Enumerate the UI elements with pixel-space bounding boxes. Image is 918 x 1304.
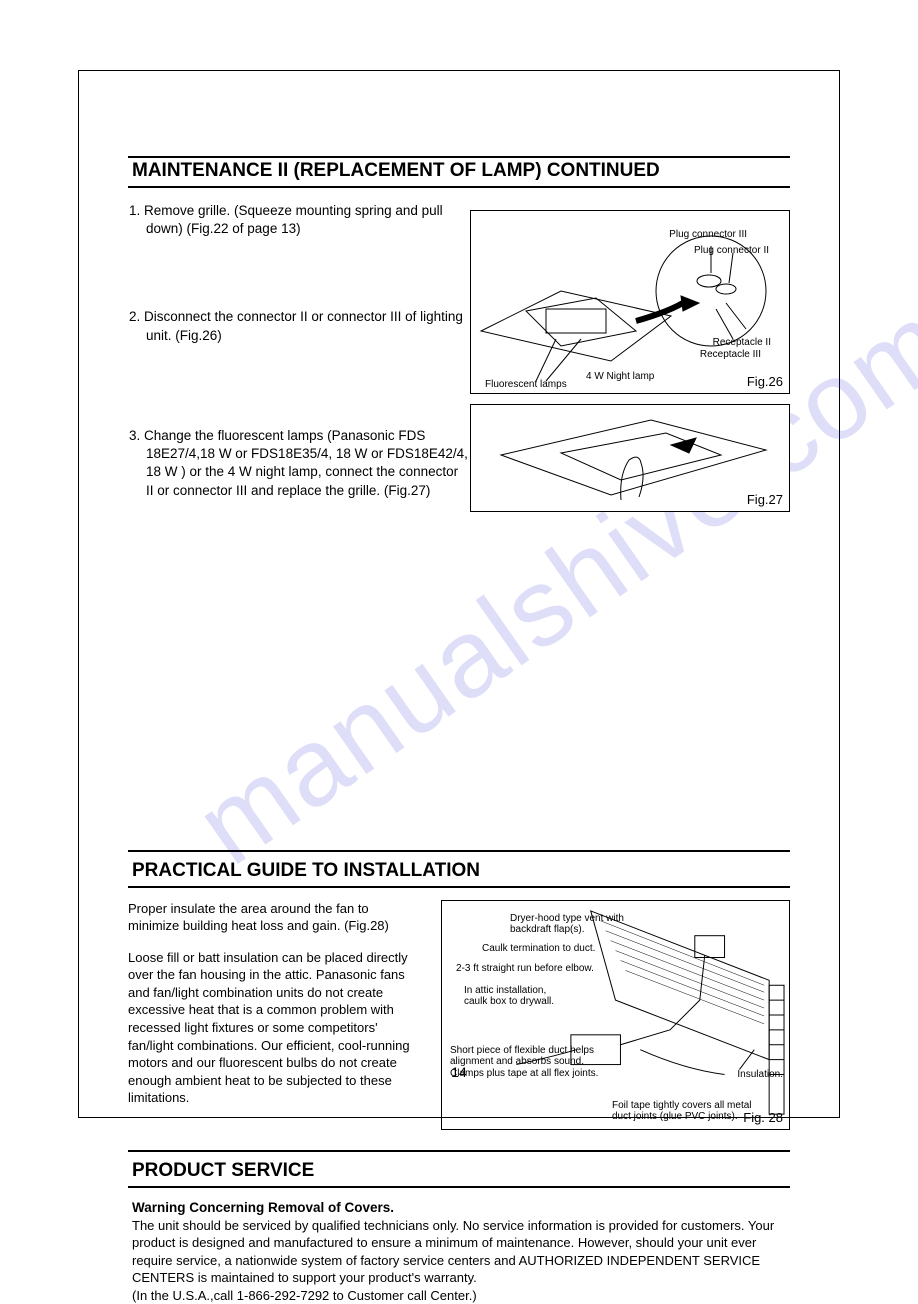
step-3: 3. Change the fluorescent lamps (Panason…	[128, 427, 468, 500]
guide-para-2: Loose fill or batt insulation can be pla…	[128, 949, 423, 1107]
service-body: The unit should be serviced by qualified…	[132, 1217, 790, 1304]
callout-c2: Caulk termination to duct.	[482, 943, 595, 955]
figure-28-label: Fig. 28	[743, 1110, 783, 1125]
callout-c3: 2-3 ft straight run before elbow.	[456, 963, 594, 975]
guide-text-column: Proper insulate the area around the fan …	[128, 900, 423, 1130]
section-title-maintenance: MAINTENANCE II (REPLACEMENT OF LAMP) CON…	[128, 156, 790, 188]
callout-recept3: Receptacle III	[700, 349, 761, 361]
section-divider-1	[128, 850, 790, 852]
guide-figure-column: Dryer-hood type vent with backdraft flap…	[441, 900, 790, 1130]
figure-27-diagram	[471, 405, 791, 513]
figure-27: Fig.27	[470, 404, 790, 512]
callout-c4: In attic installation, caulk box to dryw…	[464, 985, 564, 1008]
step-1: 1. Remove grille. (Squeeze mounting spri…	[128, 202, 468, 238]
figure-27-label: Fig.27	[747, 492, 783, 507]
section-title-guide: PRACTICAL GUIDE TO INSTALLATION	[128, 858, 790, 888]
section-divider-2	[128, 1150, 790, 1152]
figure-26-label: Fig.26	[747, 374, 783, 389]
guide-para-1: Proper insulate the area around the fan …	[128, 900, 423, 935]
callout-plug2: Plug connector II	[694, 245, 769, 257]
callout-c1: Dryer-hood type vent with backdraft flap…	[510, 913, 630, 936]
callout-recept2: Receptacle II	[713, 337, 771, 349]
guide-two-column: Proper insulate the area around the fan …	[128, 900, 790, 1130]
figure-28: Dryer-hood type vent with backdraft flap…	[441, 900, 790, 1130]
callout-fluor: Fluorescent lamps	[485, 379, 567, 391]
callout-plug3: Plug connector III	[669, 229, 747, 241]
step-2: 2. Disconnect the connector II or connec…	[128, 308, 468, 344]
page-content: MAINTENANCE II (REPLACEMENT OF LAMP) CON…	[128, 150, 790, 1304]
page-number: 14	[0, 1064, 918, 1080]
service-warning-heading: Warning Concerning Removal of Covers.	[132, 1200, 790, 1215]
callout-nightlamp: 4 W Night lamp	[586, 371, 654, 383]
section-title-service: PRODUCT SERVICE	[128, 1158, 790, 1188]
callout-c6: Foil tape tightly covers all metal duct …	[612, 1100, 762, 1123]
figure-26: Plug connector III Plug connector II Rec…	[470, 210, 790, 394]
